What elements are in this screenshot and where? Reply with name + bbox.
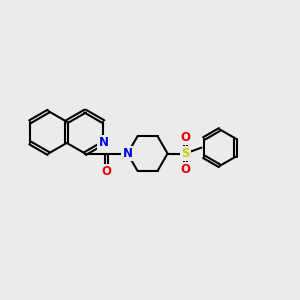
Text: O: O bbox=[180, 163, 190, 176]
Text: N: N bbox=[122, 147, 133, 160]
Text: O: O bbox=[101, 165, 111, 178]
Text: N: N bbox=[98, 136, 109, 149]
Text: S: S bbox=[181, 147, 190, 160]
Text: O: O bbox=[180, 131, 190, 144]
